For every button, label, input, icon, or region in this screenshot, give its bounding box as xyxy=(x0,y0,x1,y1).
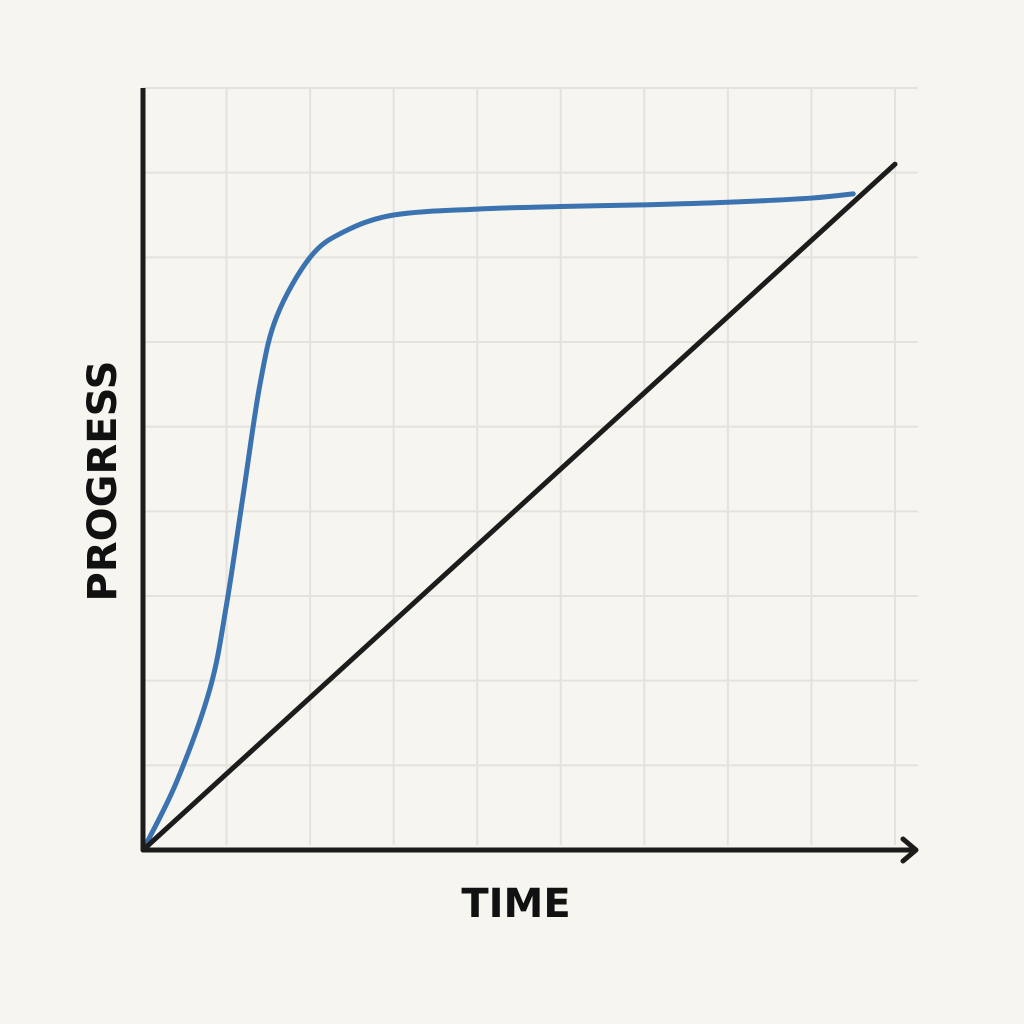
y-axis-label: PROGRESS xyxy=(80,361,126,602)
x-axis-arrow-icon xyxy=(900,836,919,864)
series-group xyxy=(140,161,898,853)
series-line-straight xyxy=(140,161,898,853)
x-axis-label: TIME xyxy=(461,881,570,927)
grid xyxy=(143,87,918,845)
axes xyxy=(140,88,919,864)
series-line-curve xyxy=(140,191,856,853)
